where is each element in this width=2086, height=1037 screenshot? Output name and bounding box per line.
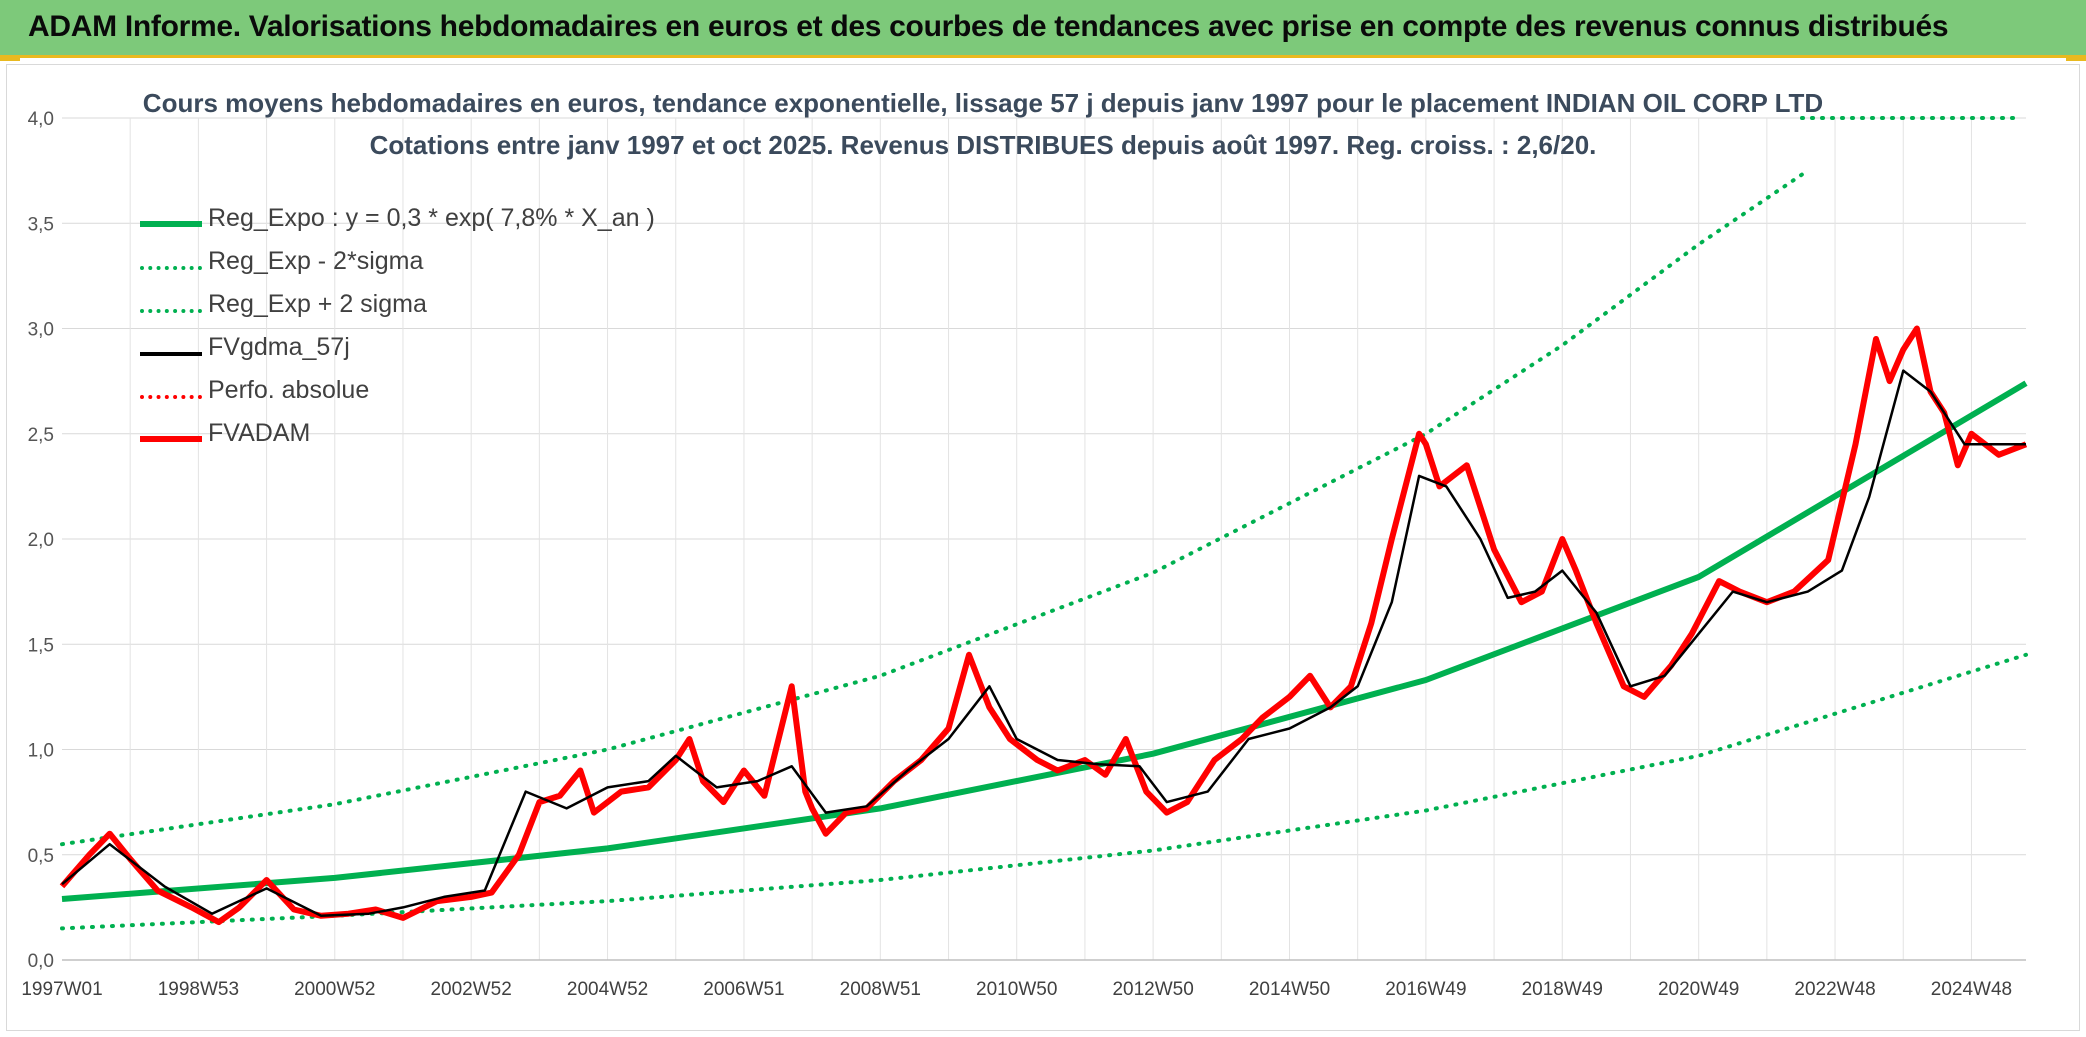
legend-swatch-perfo-absolue: [140, 395, 202, 399]
x-tick-label: 2016W49: [1385, 979, 1466, 1000]
legend-item-reg-exp-plus: Reg_Exp + 2 sigma: [140, 290, 700, 333]
x-tick-label: 2014W50: [1249, 979, 1330, 1000]
y-tick-label: 3,0: [28, 320, 54, 341]
x-axis-ticks: 1997W01 1998W53 2000W52 2002W52 2004W52 2006W…: [21, 979, 2012, 1000]
x-tick-label: 2012W50: [1112, 979, 1193, 1000]
y-tick-label: 2,5: [28, 425, 54, 446]
corner-accent-right: [2066, 55, 2086, 61]
chart-legend: Reg_Expo : y = 0,3 * exp( 7,8% * X_an ) …: [140, 204, 700, 462]
series-fvadam: [59, 325, 2028, 926]
x-tick-label: 2018W49: [1522, 979, 1603, 1000]
series-reg-exp-minus-2sigma: [60, 652, 2028, 931]
x-tick-label: 2024W48: [1931, 979, 2012, 1000]
y-tick-label: 1,5: [28, 635, 54, 656]
corner-accent-left: [0, 55, 20, 61]
x-tick-label: 1998W53: [158, 979, 239, 1000]
y-tick-label: 2,0: [28, 530, 54, 551]
legend-label-reg-expo: Reg_Expo : y = 0,3 * exp( 7,8% * X_an ): [208, 204, 655, 232]
legend-swatch-reg-exp-minus: [140, 266, 202, 270]
legend-label-perfo-absolue: Perfo. absolue: [208, 376, 370, 404]
legend-swatch-reg-exp-plus: [140, 309, 202, 313]
chart-frame: [6, 64, 2080, 1031]
legend-label-reg-exp-plus: Reg_Exp + 2 sigma: [208, 290, 427, 318]
y-tick-label: 4,0: [28, 109, 54, 130]
chart-title: Cours moyens hebdomadaires en euros, ten…: [142, 88, 1824, 118]
series-reg-exp-plus-2sigma: [60, 168, 1810, 847]
x-tick-label: 2010W50: [976, 979, 1057, 1000]
legend-item-reg-expo: Reg_Expo : y = 0,3 * exp( 7,8% * X_an ): [140, 204, 700, 247]
legend-item-fvgdma: FVgdma_57j: [140, 333, 700, 376]
x-tick-label: 2002W52: [430, 979, 511, 1000]
legend-item-reg-exp-minus: Reg_Exp - 2*sigma: [140, 247, 700, 290]
legend-item-fvadam: FVADAM: [140, 419, 700, 462]
legend-swatch-fvadam: [140, 436, 202, 442]
x-tick-label: 2006W51: [703, 979, 784, 1000]
y-axis-ticks: 0,0 0,5 1,0 1,5 2,0 2,5 3,0 3,5 4,0: [28, 109, 54, 972]
x-tick-label: 2000W52: [294, 979, 375, 1000]
y-tick-label: 3,5: [28, 214, 54, 235]
y-tick-label: 1,0: [28, 741, 54, 762]
legend-label-fvadam: FVADAM: [208, 419, 311, 447]
report-title: ADAM Informe. Valorisations hebdomadaire…: [28, 10, 1949, 43]
x-tick-label: 1997W01: [21, 979, 102, 1000]
legend-item-perfo-absolue: Perfo. absolue: [140, 376, 700, 419]
x-tick-label: 2008W51: [840, 979, 921, 1000]
legend-label-fvgdma: FVgdma_57j: [208, 333, 350, 361]
x-tick-label: 2020W49: [1658, 979, 1739, 1000]
x-tick-label: 2004W52: [567, 979, 648, 1000]
legend-swatch-fvgdma: [140, 352, 202, 356]
report-banner: ADAM Informe. Valorisations hebdomadaire…: [0, 0, 2086, 58]
legend-swatch-reg-expo: [140, 221, 202, 227]
y-tick-label: 0,5: [28, 846, 54, 867]
chart-subtitle: Cotations entre janv 1997 et oct 2025. R…: [369, 130, 1597, 160]
legend-label-reg-exp-minus: Reg_Exp - 2*sigma: [208, 247, 424, 275]
series-fvgdma-57j: [61, 369, 2026, 918]
series-reg-expo: [61, 380, 2028, 902]
chart-series: [59, 116, 2028, 931]
y-tick-label: 0,0: [28, 951, 54, 972]
x-tick-label: 2022W48: [1794, 979, 1875, 1000]
